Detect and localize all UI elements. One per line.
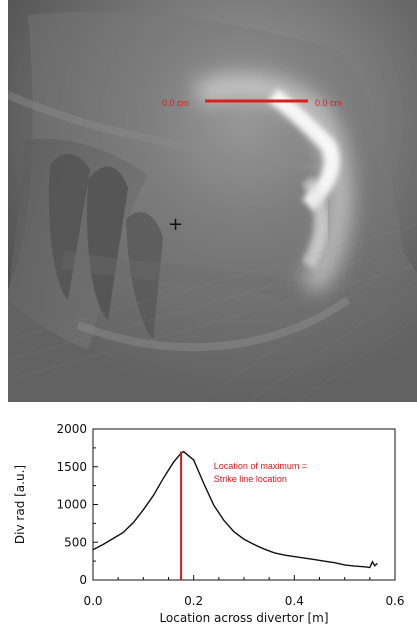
y-tick-label: 500 (64, 535, 87, 549)
strike-line-lower (301, 176, 329, 269)
tile-panel-1 (48, 154, 90, 300)
x-tick-label: 0.6 (385, 594, 404, 608)
plot-frame (92, 428, 396, 581)
grid-line (247, 284, 417, 402)
x-tick-label: 0.4 (285, 594, 304, 608)
tile-panel-2 (86, 166, 128, 320)
line-plot: 0.0 0.2 0.4 0.6 0 500 1000 1500 2000 Location of … (0, 410, 417, 628)
y-axis-label: Div rad [a.u.] (13, 465, 27, 544)
grid-line (297, 317, 417, 402)
y-tick-label: 0 (79, 573, 87, 587)
camera-svg: 0.0 cm 0.0 cm + (8, 0, 417, 402)
x-axis-label: Location across divertor [m] (159, 611, 328, 625)
divertor-camera-image: 0.0 cm 0.0 cm + (8, 0, 417, 402)
grid-line (8, 224, 417, 341)
annotation-line-1: Location of maximum = (214, 461, 307, 471)
camera-marker-left: 0.0 cm (162, 98, 189, 108)
x-tick-label: 0.0 (83, 594, 102, 608)
strike-line-core (268, 88, 340, 211)
crosshair-marker: + (168, 214, 183, 235)
grid-line (8, 244, 417, 361)
lower-shadow-band (61, 251, 389, 314)
data-line (92, 450, 378, 569)
x-tick-label: 0.2 (184, 594, 203, 608)
y-tick-label: 1000 (56, 498, 87, 512)
lower-glow-curve (76, 296, 351, 352)
grid-line (8, 264, 417, 381)
camera-marker-right: 0.0 cm (315, 98, 342, 108)
tile-panel-3 (126, 212, 163, 340)
annotation-line-2: Strike line location (214, 474, 287, 484)
y-tick-label: 1500 (56, 460, 87, 474)
chart-svg: 0.0 0.2 0.4 0.6 0 500 1000 1500 2000 Location of … (13, 422, 405, 625)
y-tick-label: 2000 (56, 422, 87, 436)
upper-vessel-edge (8, 91, 340, 179)
grid-line (197, 249, 417, 402)
